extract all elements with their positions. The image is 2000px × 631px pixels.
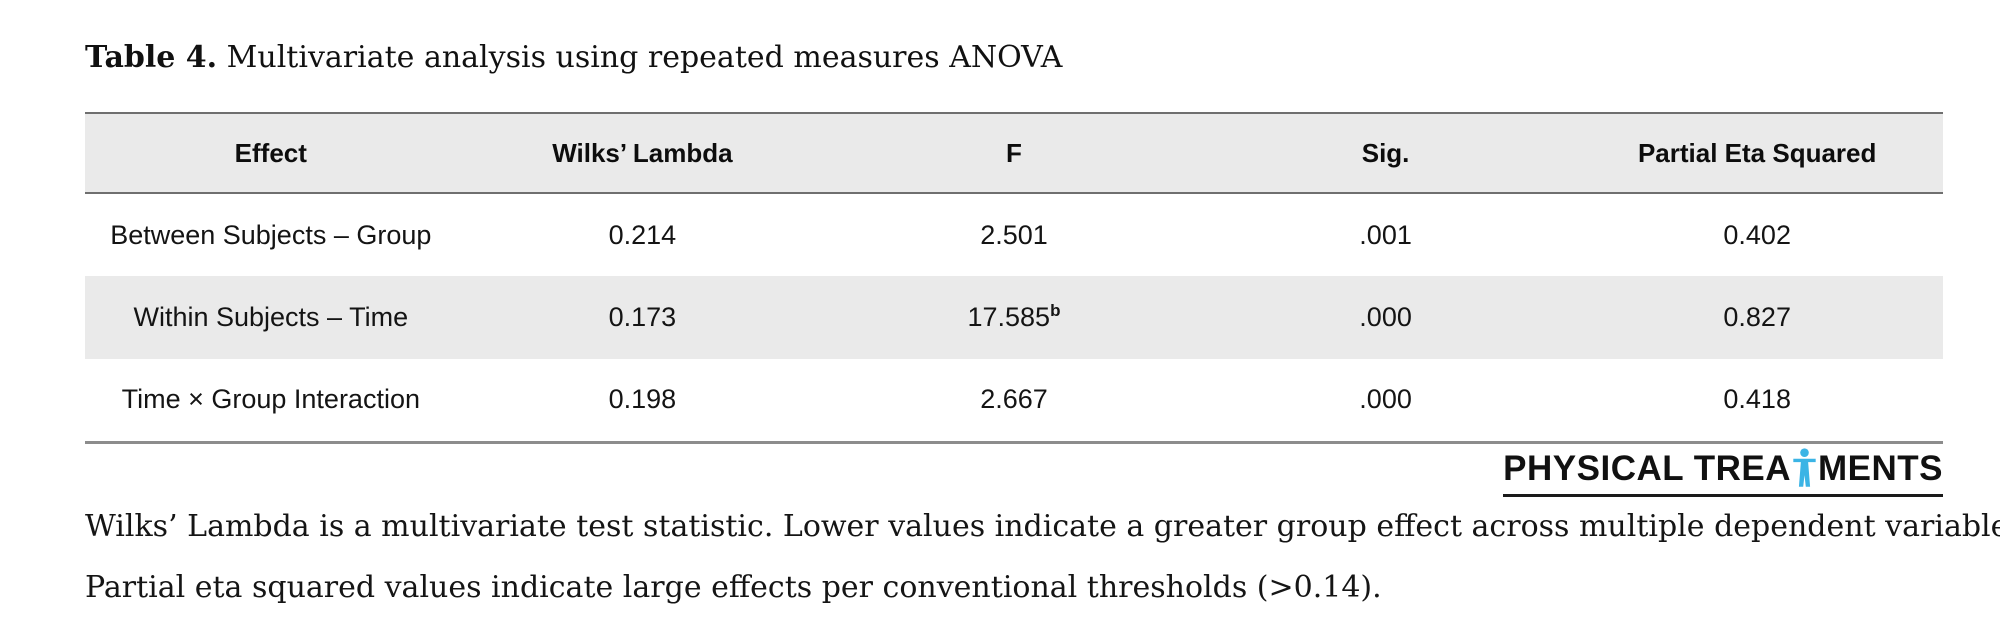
table-row-within-subjects: Within Subjects – Time 0.173 17.585b .00… — [85, 276, 1943, 359]
table-caption: Table 4. Multivariate analysis using rep… — [85, 40, 1062, 75]
f-value: 2.667 — [980, 384, 1048, 415]
cell-eta: 0.418 — [1723, 384, 1791, 415]
cell-sig: .001 — [1359, 219, 1412, 250]
cell-effect: Between Subjects – Group — [110, 219, 432, 250]
cell-f: 2.667 — [828, 359, 1200, 442]
footnote-line-2: Partial eta squared values indicate larg… — [85, 570, 1382, 605]
footnote-line-1: Wilks’ Lambda is a multivariate test sta… — [85, 509, 2000, 544]
col-header-f: F — [828, 113, 1200, 194]
logo-text-right: MENTS — [1818, 449, 1943, 488]
cell-f: 2.501 — [828, 193, 1200, 276]
col-header-wilks-lambda: Wilks’ Lambda — [456, 113, 829, 194]
table-row-interaction: Time × Group Interaction 0.198 2.667 .00… — [85, 359, 1943, 442]
cell-eta: 0.402 — [1723, 219, 1791, 250]
logo-text-left: PHYSICAL TREA — [1503, 449, 1791, 488]
table-footnote: Wilks’ Lambda is a multivariate test sta… — [85, 496, 2000, 618]
cell-sig: .000 — [1199, 276, 1572, 359]
cell-effect: Within Subjects – Time — [85, 276, 457, 359]
table-row-between-subjects: Between Subjects – Group 0.214 2.501 .00… — [85, 193, 1943, 276]
col-header-sig: Sig. — [1199, 113, 1572, 194]
cell-wilks: 0.214 — [608, 219, 677, 250]
table-caption-number: Table 4. — [85, 40, 218, 75]
col-header-effect: Effect — [85, 113, 457, 194]
anova-table: Effect Wilks’ Lambda F Sig. Partial Eta … — [85, 112, 1943, 444]
cell-sig: .000 — [1359, 384, 1412, 415]
cell-wilks: 0.198 — [608, 384, 677, 415]
f-superscript: b — [1050, 301, 1061, 320]
cell-wilks: 0.173 — [456, 276, 829, 359]
cell-eta: 0.827 — [1571, 276, 1943, 359]
cell-effect: Time × Group Interaction — [121, 384, 420, 415]
journal-logo: PHYSICAL TREA MENTS — [1503, 448, 1943, 497]
col-header-partial-eta-squared: Partial Eta Squared — [1571, 113, 1943, 194]
cell-f: 17.585b — [828, 276, 1200, 359]
table-caption-title: Multivariate analysis using repeated mea… — [217, 40, 1063, 75]
f-value: 17.585 — [967, 302, 1051, 332]
f-value: 2.501 — [980, 219, 1048, 250]
table-header-row: Effect Wilks’ Lambda F Sig. Partial Eta … — [85, 113, 1943, 194]
human-figure-icon — [1793, 448, 1816, 487]
